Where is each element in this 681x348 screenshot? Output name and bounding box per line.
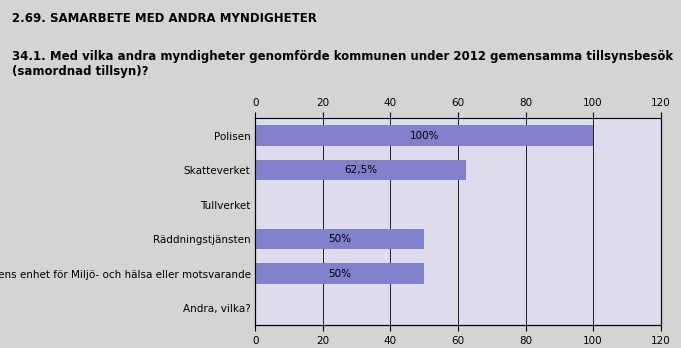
Bar bbox=[255, 263, 424, 284]
Text: 2.69. SAMARBETE MED ANDRA MYNDIGHETER: 2.69. SAMARBETE MED ANDRA MYNDIGHETER bbox=[12, 12, 317, 25]
Bar bbox=[255, 229, 424, 250]
Bar bbox=[255, 125, 593, 146]
Text: 50%: 50% bbox=[328, 234, 351, 244]
Text: 62,5%: 62,5% bbox=[345, 165, 377, 175]
Bar bbox=[255, 160, 466, 181]
Text: 50%: 50% bbox=[328, 269, 351, 279]
Text: 34.1. Med vilka andra myndigheter genomförde kommunen under 2012 gemensamma till: 34.1. Med vilka andra myndigheter genomf… bbox=[12, 50, 674, 78]
Text: 100%: 100% bbox=[409, 130, 439, 141]
